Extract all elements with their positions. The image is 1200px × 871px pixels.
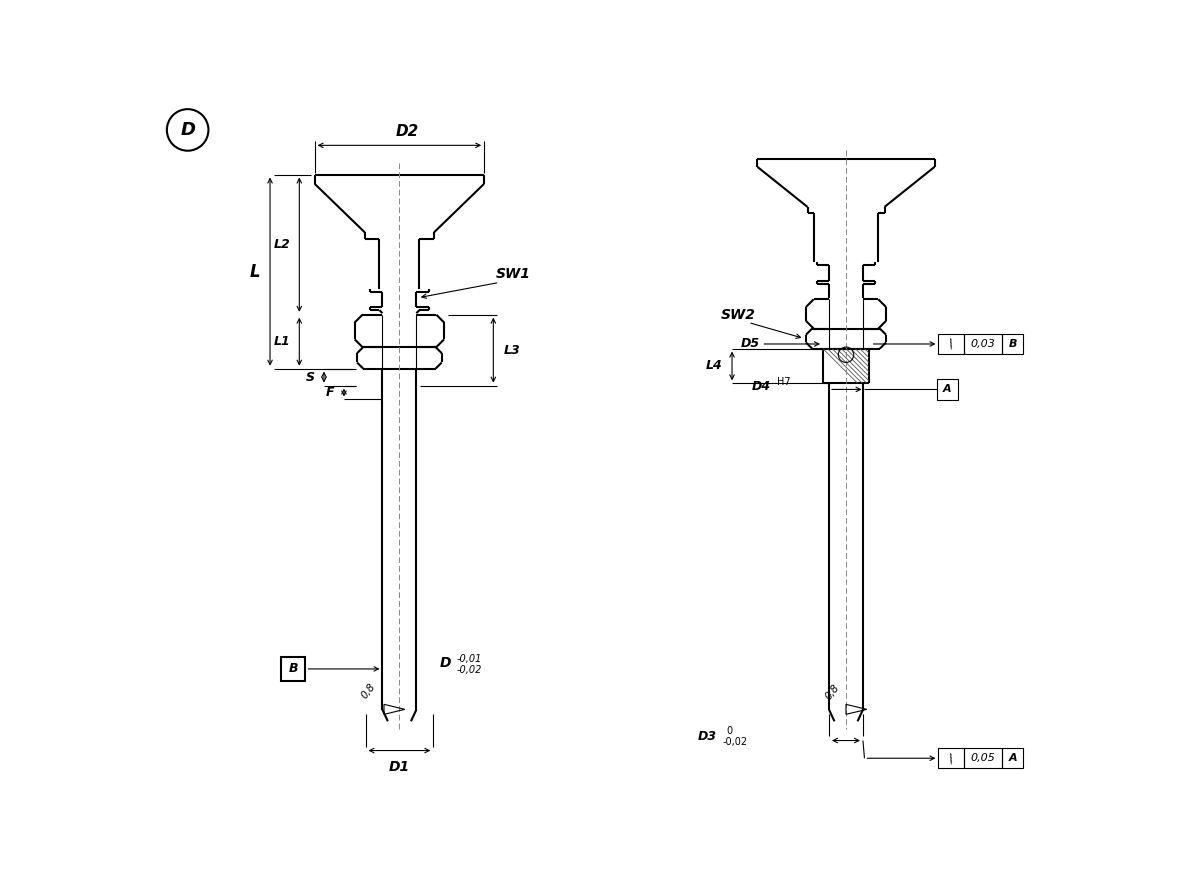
Text: L4: L4 <box>706 360 722 373</box>
Text: B: B <box>1008 339 1016 349</box>
Bar <box>938 334 964 354</box>
Text: -0,01: -0,01 <box>456 654 481 665</box>
Text: D: D <box>439 657 451 671</box>
Bar <box>1002 334 1024 354</box>
Bar <box>964 748 1002 768</box>
Text: D5: D5 <box>740 337 760 350</box>
Bar <box>937 379 958 400</box>
Text: L2: L2 <box>274 238 290 251</box>
Bar <box>938 748 964 768</box>
Text: 0,03: 0,03 <box>971 339 996 349</box>
Bar <box>281 657 306 681</box>
Text: L3: L3 <box>503 344 520 356</box>
Text: SW1: SW1 <box>496 267 530 280</box>
Text: A: A <box>943 384 952 395</box>
Text: 0,8: 0,8 <box>823 683 841 702</box>
Bar <box>1002 748 1024 768</box>
Text: D2: D2 <box>396 125 419 139</box>
Text: D4: D4 <box>752 380 772 393</box>
Text: -0,02: -0,02 <box>722 737 748 747</box>
Text: 0,05: 0,05 <box>971 753 996 763</box>
Text: D3: D3 <box>698 730 718 743</box>
Text: -0,02: -0,02 <box>456 665 481 675</box>
Text: L1: L1 <box>274 335 290 348</box>
Text: F: F <box>326 386 335 399</box>
Text: D1: D1 <box>389 760 410 773</box>
Text: H7: H7 <box>778 377 791 387</box>
Text: D: D <box>180 121 196 139</box>
Bar <box>964 334 1002 354</box>
Text: S: S <box>306 370 314 383</box>
Text: 0: 0 <box>726 726 732 736</box>
Text: B: B <box>288 663 298 675</box>
Text: A: A <box>1008 753 1018 763</box>
Text: /: / <box>947 752 955 765</box>
Text: 0,8: 0,8 <box>360 681 378 700</box>
Text: /: / <box>947 337 955 351</box>
Text: SW2: SW2 <box>721 308 756 322</box>
Text: L: L <box>250 263 260 280</box>
